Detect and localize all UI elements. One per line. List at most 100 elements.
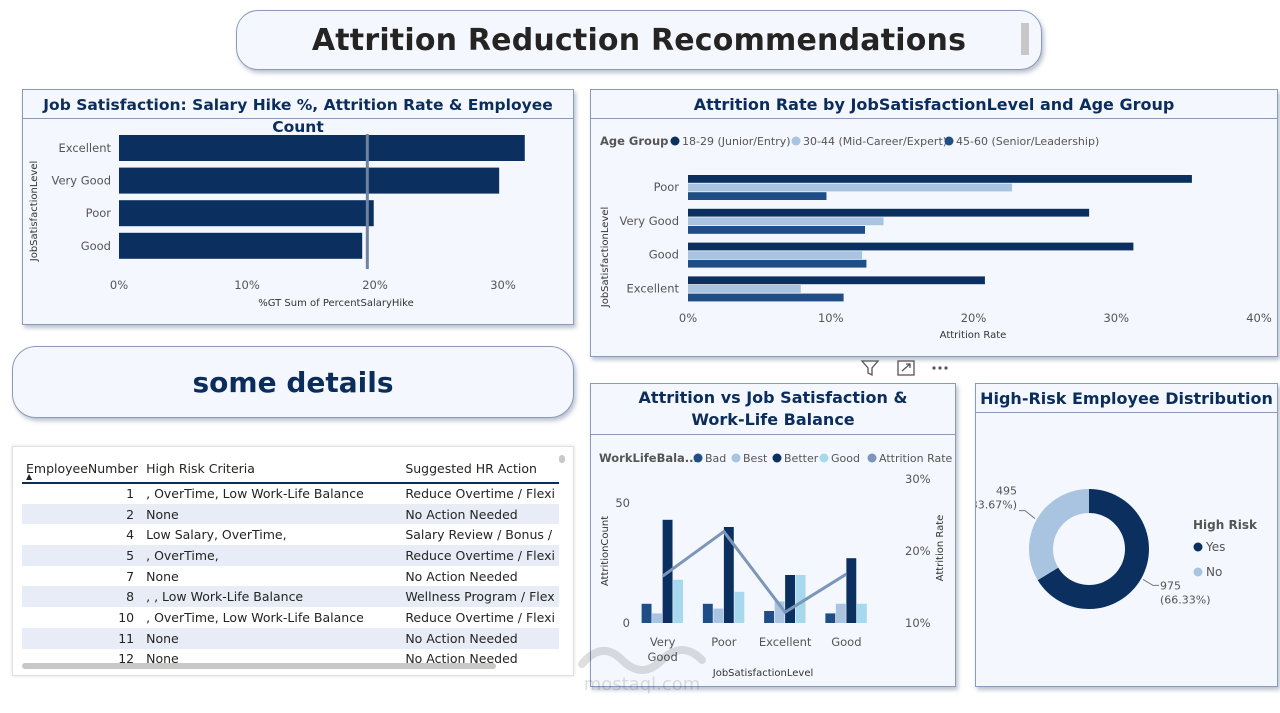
- watermark-text: mostaql.com: [584, 674, 701, 695]
- high-risk-criteria-cell: None: [146, 651, 179, 667]
- y2-tick-label: 20%: [905, 544, 931, 558]
- table-header-row: EmployeeNumber ▲ High Risk Criteria Sugg…: [22, 455, 559, 484]
- legend-marker: [693, 453, 703, 463]
- y2-tick-label: 10%: [905, 616, 931, 630]
- salary-hike-chart-panel[interactable]: Job Satisfaction: Salary Hike %, Attriti…: [22, 89, 574, 325]
- bar: [688, 251, 863, 259]
- legend-marker: [944, 136, 954, 146]
- bar: [856, 603, 867, 623]
- category-label: Good: [81, 239, 111, 253]
- horizontal-scrollbar[interactable]: [22, 663, 496, 669]
- donut-slice: [1029, 489, 1089, 581]
- vertical-scrollbar[interactable]: [559, 455, 565, 463]
- employee-number-cell: 5: [22, 545, 143, 566]
- bar: [688, 226, 866, 234]
- table-row[interactable]: 11 None No Action Needed: [22, 627, 559, 649]
- attrition-age-chart-panel[interactable]: Attrition Rate by JobSatisfactionLevel a…: [590, 89, 1278, 357]
- bar: [688, 217, 884, 226]
- y2-tick-label: 30%: [905, 472, 931, 486]
- legend-marker: [1193, 567, 1203, 577]
- high-risk-distribution-panel[interactable]: High-Risk Employee Distribution 975 (66.3…: [975, 383, 1278, 687]
- table-row[interactable]: 5, OverTime, Reduce Overtime / Flexi: [22, 545, 559, 566]
- legend-label: 30-44 (Mid-Career/Expert): [803, 135, 947, 148]
- hr-action-cell: No Action Needed: [401, 627, 559, 649]
- legend-marker: [772, 453, 782, 463]
- page-title-banner: Attrition Reduction Recommendations: [236, 10, 1042, 70]
- bar: [774, 601, 785, 623]
- x-tick-label: 40%: [1246, 311, 1272, 325]
- category-label: Poor: [86, 206, 112, 220]
- bar: [723, 527, 734, 623]
- filter-icon[interactable]: [860, 360, 880, 377]
- column-header-label: Suggested HR Action: [405, 461, 537, 476]
- legend-marker: [670, 136, 680, 146]
- panel-divider: [23, 118, 573, 119]
- column-header-employee-number[interactable]: EmployeeNumber ▲: [22, 455, 143, 484]
- column-header-high-risk-criteria[interactable]: High Risk Criteria: [142, 455, 402, 484]
- legend-label: Better: [784, 452, 819, 465]
- table-row[interactable]: 1 , OverTime, Low Work-Life Balance Reduce…: [22, 483, 559, 504]
- sort-ascending-icon: ▲: [26, 472, 33, 481]
- table-row[interactable]: 8, , Low Work-Life Balance Wellness Progr…: [22, 586, 559, 608]
- hr-action-cell: No Action Needed: [405, 568, 518, 584]
- table-row[interactable]: 7 None No Action Needed: [22, 566, 559, 587]
- salary-hike-chart: JobSatisfactionLevel Excellent Very Good Po…: [29, 134, 525, 309]
- legend-label: Attrition Rate: [879, 452, 953, 465]
- attrition-age-chart-title: Attrition Rate by JobSatisfactionLevel a…: [693, 95, 1175, 114]
- category-label: Excellent: [626, 281, 679, 295]
- bar: [846, 558, 857, 623]
- bar: [673, 579, 684, 623]
- x-tick-label: 20%: [961, 311, 987, 325]
- y-tick-label: 0: [623, 616, 630, 630]
- panel-divider: [591, 434, 955, 435]
- employee-number-cell: 11: [22, 627, 143, 649]
- high-risk-criteria-cell: None: [142, 627, 402, 649]
- page-title: Attrition Reduction Recommendations: [311, 22, 967, 58]
- legend-label: Yes: [1205, 540, 1225, 554]
- legend-marker: [867, 453, 877, 463]
- panel-divider: [591, 118, 1277, 119]
- attrition-rate-line: [661, 529, 848, 615]
- legend-label: 45-60 (Senior/Leadership): [956, 135, 1099, 148]
- more-options-icon[interactable]: [932, 366, 948, 370]
- legend-marker: [791, 136, 801, 146]
- table-row[interactable]: 10 , OverTime, Low Work-Life Balance Reduc…: [22, 607, 559, 628]
- bar: [688, 285, 801, 293]
- high-risk-criteria-cell: , OverTime, Low Work-Life Balance: [146, 609, 364, 625]
- focus-mode-icon[interactable]: [897, 360, 915, 376]
- legend-marker: [731, 453, 741, 463]
- high-risk-table-panel[interactable]: EmployeeNumber ▲ High Risk Criteria Sugg…: [12, 446, 574, 676]
- bar: [688, 242, 1134, 251]
- hr-action-cell: No Action Needed: [401, 503, 559, 525]
- y-axis-label: AttritionCount: [600, 516, 611, 586]
- high-risk-criteria-cell: Low Salary, OverTime,: [146, 527, 287, 543]
- category-label: Very Good: [51, 174, 111, 188]
- visual-header-icons: [860, 360, 948, 377]
- bar: [785, 575, 796, 623]
- bar: [641, 603, 652, 623]
- table-row[interactable]: 4 Low Salary, OverTime, Salary Review / Bo…: [22, 524, 559, 545]
- bar: [734, 591, 745, 623]
- employee-number-cell: 12: [118, 651, 135, 667]
- bar: [119, 135, 525, 161]
- legend-title: WorkLifeBala...: [599, 451, 698, 465]
- table-body: 1 , OverTime, Low Work-Life Balance Reduce…: [22, 483, 559, 669]
- x-axis-label: %GT Sum of PercentSalaryHike: [258, 298, 414, 309]
- category-label: Excellent: [759, 635, 812, 649]
- table-row[interactable]: 2 None No Action Needed: [22, 503, 559, 525]
- table-row[interactable]: 12 None No Action Needed: [22, 649, 559, 670]
- category-label: Good: [647, 650, 677, 664]
- bar: [795, 575, 806, 623]
- x-tick-label: 10%: [234, 278, 260, 292]
- bar: [652, 613, 663, 623]
- bar: [713, 608, 724, 623]
- worklife-chart-panel[interactable]: Attrition vs Job Satisfaction & Work-Lif…: [590, 383, 956, 687]
- hr-action-cell: Reduce Overtime / Flexi: [405, 609, 555, 625]
- legend-label: 18-29 (Junior/Entry): [682, 135, 791, 148]
- column-header-suggested-hr-action[interactable]: Suggested HR Action: [401, 455, 559, 484]
- y-axis-label: JobSatisfactionLevel: [29, 161, 40, 263]
- label-leader-line: [1018, 510, 1036, 519]
- x-tick-label: 30%: [1103, 311, 1129, 325]
- category-label: Good: [831, 635, 861, 649]
- employee-number-cell: 4: [126, 527, 135, 543]
